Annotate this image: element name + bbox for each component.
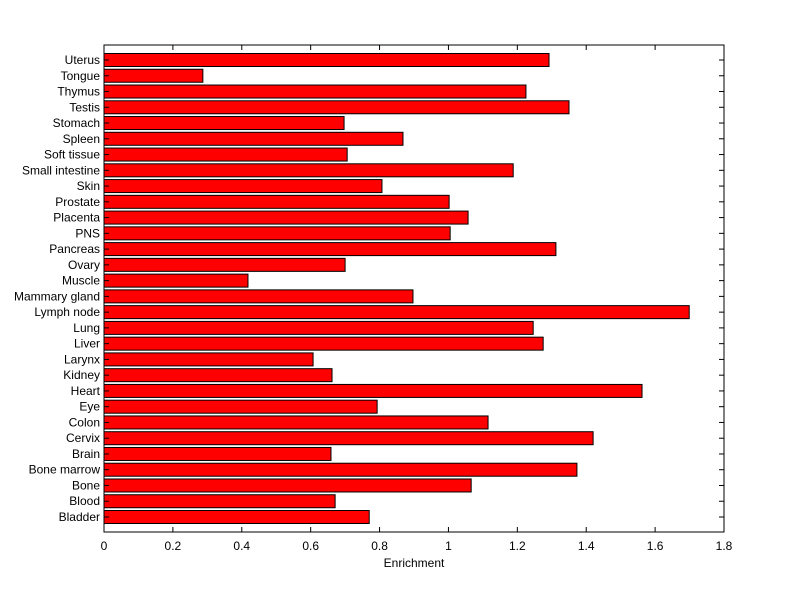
y-tick-label: Soft tissue bbox=[44, 148, 100, 162]
x-axis-label: Enrichment bbox=[384, 556, 445, 570]
bar-pns bbox=[103, 226, 451, 241]
bar-ovary bbox=[103, 257, 346, 272]
y-tick-label: Prostate bbox=[55, 195, 100, 209]
bar-thymus bbox=[103, 84, 527, 99]
y-tick-label: Pancreas bbox=[49, 242, 100, 256]
y-tick-label: Skin bbox=[77, 179, 100, 193]
x-tick-label: 1.8 bbox=[716, 539, 733, 553]
x-tick-label: 1.2 bbox=[509, 539, 526, 553]
bar-cervix bbox=[103, 431, 594, 446]
y-tick-label: Small intestine bbox=[22, 163, 100, 177]
y-tick-label: Heart bbox=[71, 384, 101, 398]
bar-blood bbox=[103, 494, 336, 509]
y-tick-label: Testis bbox=[69, 100, 100, 114]
bar-prostate bbox=[103, 194, 450, 209]
y-tick-label: Tongue bbox=[61, 69, 101, 83]
bar-skin bbox=[103, 179, 383, 194]
bar-eye bbox=[103, 399, 378, 414]
bar-kidney bbox=[103, 368, 333, 383]
y-tick-label: Spleen bbox=[63, 132, 100, 146]
y-tick-label: Mammary gland bbox=[14, 289, 100, 303]
y-tick-label: PNS bbox=[75, 226, 100, 240]
bar-uterus bbox=[103, 53, 550, 67]
y-tick-label: Eye bbox=[79, 400, 100, 414]
y-tick-label: Brain bbox=[72, 447, 100, 461]
x-tick-label: 0.4 bbox=[233, 539, 250, 553]
bar-bone bbox=[103, 478, 472, 493]
x-tick-label: 1 bbox=[445, 539, 452, 553]
y-tick-label: Bladder bbox=[59, 510, 100, 524]
x-tick-label: 0 bbox=[101, 539, 108, 553]
y-tick-label: Uterus bbox=[65, 53, 100, 67]
bar-mammary-gland bbox=[103, 289, 414, 304]
y-tick-label: Liver bbox=[74, 337, 100, 351]
bar-brain bbox=[103, 446, 332, 461]
y-tick-label: Muscle bbox=[62, 274, 100, 288]
bar-soft-tissue bbox=[103, 147, 348, 162]
y-tick-label: Bone marrow bbox=[29, 463, 101, 477]
bar-bone-marrow bbox=[103, 462, 578, 477]
bar-bladder bbox=[103, 510, 370, 524]
bar-lymph-node bbox=[103, 305, 690, 320]
y-tick-label: Ovary bbox=[68, 258, 100, 272]
bar-heart bbox=[103, 383, 643, 398]
bar-liver bbox=[103, 336, 544, 351]
y-tick-label: Kidney bbox=[63, 368, 100, 382]
y-tick-label: Blood bbox=[69, 494, 100, 508]
bar-stomach bbox=[103, 116, 345, 131]
x-tick-label: 1.6 bbox=[647, 539, 664, 553]
bar-placenta bbox=[103, 210, 469, 225]
y-tick-label: Bone bbox=[72, 478, 100, 492]
y-tick-label: Thymus bbox=[57, 85, 100, 99]
y-tick-label: Colon bbox=[69, 415, 100, 429]
bar-colon bbox=[103, 415, 489, 430]
y-tick-label: Placenta bbox=[53, 211, 100, 225]
bar-pancreas bbox=[103, 242, 557, 257]
bar-small-intestine bbox=[103, 163, 514, 178]
y-tick-label: Larynx bbox=[64, 352, 100, 366]
bars-group bbox=[103, 53, 690, 524]
y-tick-label: Lung bbox=[73, 321, 100, 335]
y-tick-label: Lymph node bbox=[34, 305, 100, 319]
x-tick-label: 0.2 bbox=[165, 539, 182, 553]
y-tick-label: Cervix bbox=[66, 431, 100, 445]
x-tick-label: 1.4 bbox=[578, 539, 595, 553]
bar-testis bbox=[103, 100, 570, 115]
x-tick-label: 0.6 bbox=[302, 539, 319, 553]
bar-lung bbox=[103, 320, 534, 335]
bar-muscle bbox=[103, 273, 249, 288]
plot-frame bbox=[103, 44, 725, 533]
bar-spleen bbox=[103, 131, 404, 146]
bar-larynx bbox=[103, 352, 314, 367]
x-tick-label: 0.8 bbox=[371, 539, 388, 553]
bar-tongue bbox=[103, 68, 204, 83]
y-tick-label: Stomach bbox=[53, 116, 100, 130]
